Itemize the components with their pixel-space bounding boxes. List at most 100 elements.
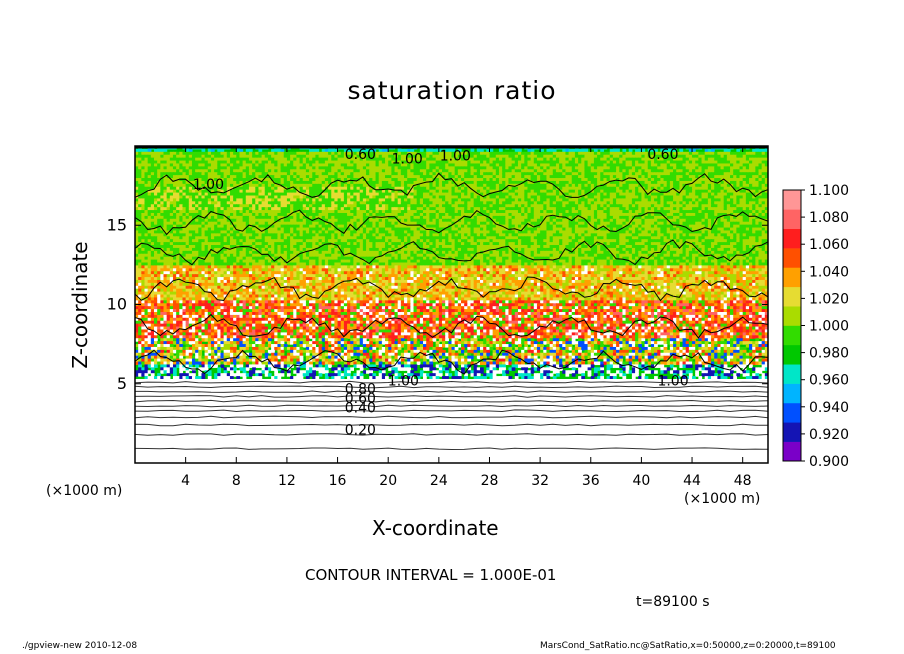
- heatmap-cell: [597, 169, 601, 173]
- heatmap-cell: [217, 148, 222, 153]
- heatmap-cell: [470, 157, 475, 162]
- heatmap-cell: [461, 157, 465, 162]
- heatmap-cell: [685, 157, 690, 162]
- heatmap-cell: [628, 160, 633, 165]
- heatmap-cell: [271, 169, 275, 173]
- heatmap-cell: [147, 163, 152, 167]
- heatmap-cell: [239, 169, 244, 173]
- heatmap-cell: [220, 166, 225, 170]
- heatmap-cell: [755, 151, 760, 156]
- heatmap-cell: [600, 169, 605, 173]
- heatmap-cell: [673, 169, 677, 173]
- heatmap-cell: [182, 151, 187, 156]
- heatmap-cell: [442, 151, 446, 156]
- heatmap-cell: [204, 163, 209, 167]
- heatmap-cell: [533, 163, 538, 167]
- heatmap-cell: [543, 169, 548, 173]
- heatmap-cell: [309, 169, 313, 173]
- heatmap-cell: [385, 163, 389, 167]
- heatmap-cell: [505, 163, 510, 167]
- heatmap-cell: [616, 154, 620, 159]
- heatmap-cell: [571, 154, 576, 159]
- heatmap-cell: [647, 169, 652, 173]
- heatmap-cell: [707, 151, 712, 156]
- heatmap-cell: [609, 166, 614, 170]
- heatmap-cell: [242, 154, 247, 159]
- heatmap-cell: [587, 151, 592, 156]
- heatmap-cell: [521, 160, 525, 165]
- heatmap-cell: [138, 151, 142, 156]
- heatmap-cell: [274, 157, 279, 162]
- heatmap-cell: [432, 169, 437, 173]
- heatmap-cell: [429, 157, 434, 162]
- heatmap-cell: [647, 148, 652, 153]
- heatmap-cell: [426, 166, 430, 170]
- heatmap-cell: [489, 154, 494, 159]
- heatmap-cell: [312, 154, 317, 159]
- heatmap-cell: [305, 151, 310, 156]
- heatmap-cell: [597, 160, 601, 165]
- heatmap-cell: [540, 163, 544, 167]
- heatmap-cell: [185, 154, 190, 159]
- heatmap-cell: [445, 163, 449, 167]
- heatmap-cell: [489, 157, 494, 162]
- heatmap-cell: [337, 169, 342, 173]
- heatmap-cell: [476, 166, 481, 170]
- heatmap-cell: [160, 154, 165, 159]
- heatmap-cell: [584, 154, 589, 159]
- heatmap-cell: [375, 157, 380, 162]
- heatmap-cell: [160, 166, 165, 170]
- heatmap-cell: [606, 166, 611, 170]
- heatmap-cell: [764, 160, 768, 165]
- heatmap-cell: [302, 160, 307, 165]
- heatmap-cell: [464, 169, 468, 173]
- heatmap-cell: [416, 151, 421, 156]
- heatmap-cell: [495, 169, 500, 173]
- heatmap-cell: [391, 169, 396, 173]
- heatmap-cell: [305, 157, 310, 162]
- heatmap-cell: [328, 151, 332, 156]
- heatmap-cell: [574, 148, 579, 153]
- heatmap-cell: [616, 151, 620, 156]
- heatmap-cell: [707, 160, 712, 165]
- heatmap-cell: [267, 163, 272, 167]
- heatmap-cell: [593, 148, 598, 153]
- heatmap-cell: [438, 169, 443, 173]
- heatmap-cell: [261, 157, 266, 162]
- heatmap-cell: [695, 163, 699, 167]
- heatmap-cell: [711, 160, 715, 165]
- heatmap-cell: [315, 148, 320, 153]
- heatmap-cell: [410, 154, 415, 159]
- heatmap-cell: [252, 151, 256, 156]
- heatmap-cell: [527, 151, 532, 156]
- heatmap-cell: [391, 154, 396, 159]
- heatmap-cell: [688, 160, 693, 165]
- heatmap-cell: [286, 154, 291, 159]
- heatmap-cell: [631, 154, 636, 159]
- heatmap-cell: [536, 151, 541, 156]
- heatmap-cell: [657, 151, 661, 156]
- heatmap-cell: [135, 154, 139, 159]
- heatmap-cell: [714, 160, 718, 165]
- heatmap-cell: [144, 148, 149, 153]
- heatmap-cell: [685, 160, 690, 165]
- heatmap-cell: [578, 163, 582, 167]
- heatmap-cell: [717, 151, 722, 156]
- heatmap-cell: [479, 157, 484, 162]
- heatmap-cell: [353, 163, 358, 167]
- heatmap-cell: [248, 157, 253, 162]
- heatmap-cell: [612, 151, 617, 156]
- heatmap-cell: [609, 169, 614, 173]
- heatmap-cell: [543, 154, 548, 159]
- heatmap-cell: [356, 151, 361, 156]
- heatmap-cell: [603, 160, 608, 165]
- heatmap-cell: [233, 163, 237, 167]
- heatmap-cell: [343, 160, 348, 165]
- heatmap-cell: [692, 166, 696, 170]
- heatmap-cell: [195, 166, 199, 170]
- heatmap-cell: [163, 148, 168, 153]
- heatmap-cell: [590, 169, 595, 173]
- heatmap-cell: [676, 157, 680, 162]
- heatmap-cell: [347, 151, 351, 156]
- heatmap-cell: [267, 160, 272, 165]
